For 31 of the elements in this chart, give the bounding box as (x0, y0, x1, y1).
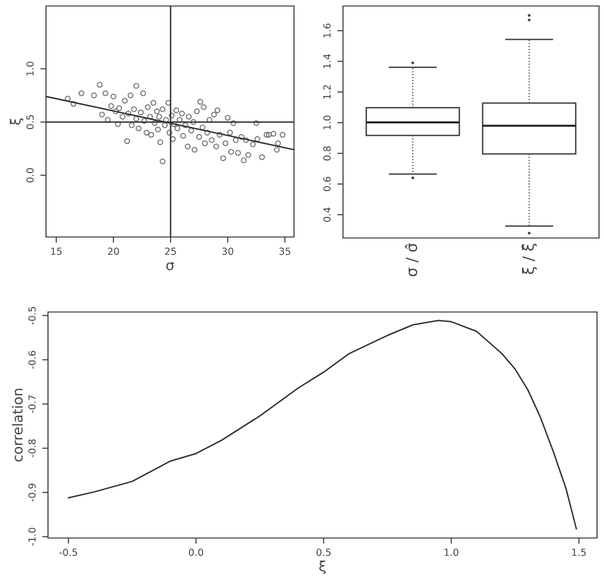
x-tick-label: σ / σ̂ (404, 243, 418, 276)
y-tick-label: 0.5 (26, 115, 34, 130)
y-tick-label: -1.0 (28, 528, 36, 546)
x-axis-title: σ (166, 262, 174, 270)
y-tick-label: -0.6 (28, 350, 36, 369)
y-tick-label: -0.8 (28, 439, 36, 458)
y-tick-label: 1.6 (323, 24, 331, 38)
y-tick-label: -0.5 (28, 306, 36, 325)
x-tick-label: 20 (108, 248, 119, 255)
x-tick-label: 0.0 (188, 548, 204, 556)
y-tick-label: 1.2 (323, 85, 331, 99)
y-tick-label: 1.0 (26, 62, 34, 76)
x-tick-label: 1.5 (572, 548, 586, 556)
x-tick-label: 25 (165, 248, 176, 255)
y-tick-label: 1.4 (323, 54, 331, 68)
y-tick-label: 0.6 (323, 176, 331, 192)
y-tick-label: 0.0 (26, 168, 34, 182)
y-tick-label: 0.4 (323, 208, 331, 222)
x-tick-label: 35 (279, 248, 290, 255)
y-axis-title: ξ (10, 118, 24, 125)
x-tick-label: ξ / ξ̂ (521, 244, 537, 274)
x-tick-label: 1.0 (444, 548, 458, 556)
y-tick-label: 1.0 (323, 116, 331, 130)
y-tick-label: -0.7 (28, 395, 36, 413)
y-tick-label: 0.8 (323, 146, 331, 160)
x-tick-label: 30 (222, 248, 234, 255)
y-tick-label: -0.9 (28, 484, 36, 502)
x-axis-title: ξ (319, 560, 326, 574)
x-tick-label: 15 (51, 248, 62, 255)
x-tick-label: -0.5 (59, 548, 78, 556)
y-axis-title: correlation (12, 388, 23, 462)
